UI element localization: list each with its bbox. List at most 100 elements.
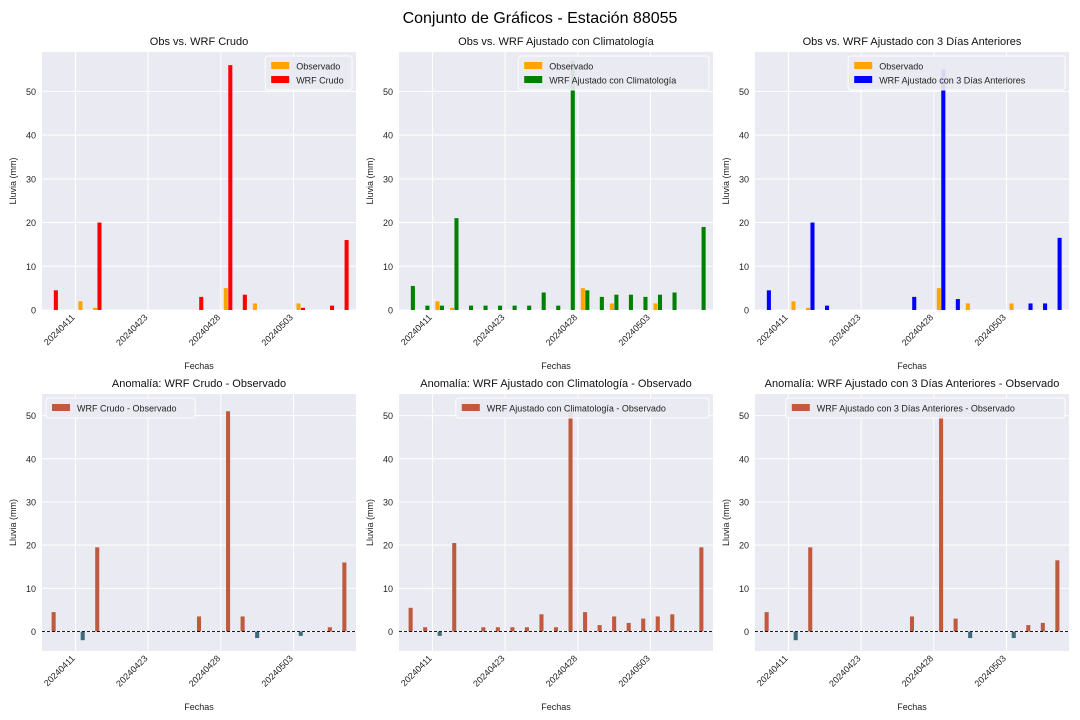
bar-wrf xyxy=(955,299,960,310)
y-tick-label: 10 xyxy=(26,262,36,272)
anomaly-bar xyxy=(255,631,260,639)
legend-label: WRF Ajustado con Climatología - Observad… xyxy=(487,404,666,414)
anomaly-bar xyxy=(327,627,332,632)
bar-wrf xyxy=(527,305,532,310)
bar-observado xyxy=(223,288,228,310)
bar-wrf xyxy=(824,305,830,310)
y-tick-label: 10 xyxy=(739,262,749,272)
chart-title: Anomalía: WRF Ajustado con 3 Días Anteri… xyxy=(765,378,1060,390)
y-tick-label: 10 xyxy=(739,584,749,594)
bar-wrf xyxy=(425,305,430,310)
anomaly-bar xyxy=(1011,631,1016,639)
anomaly-bar xyxy=(808,547,813,632)
anomaly-bar xyxy=(481,627,486,632)
legend-swatch xyxy=(791,404,810,411)
chart-panel-4: 0 10 20 30 40 50 20240411 20240423 20240428 20240… xyxy=(8,378,356,712)
anomaly-bar xyxy=(1055,560,1060,632)
x-axis-label: Fechas xyxy=(541,702,571,712)
plot-area xyxy=(42,52,356,310)
x-tick-label: 20240423 xyxy=(471,653,506,688)
x-tick-label: 20240503 xyxy=(617,653,652,688)
bar-wrf xyxy=(585,290,590,310)
y-tick-label: 40 xyxy=(26,131,36,141)
anomaly-bar xyxy=(342,562,347,632)
plot-area xyxy=(755,394,1069,651)
bar-wrf xyxy=(643,296,648,310)
legend-label: Observado xyxy=(549,62,593,72)
y-tick-label: 10 xyxy=(383,584,393,594)
x-tick-label: 20240411 xyxy=(42,312,77,347)
legend-swatch xyxy=(524,76,543,83)
x-axis-label: Fechas xyxy=(184,702,214,712)
x-tick-label: 20240411 xyxy=(399,312,434,347)
anomaly-bar xyxy=(699,547,704,632)
anomaly-bar xyxy=(793,631,798,641)
bar-wrf xyxy=(570,60,575,311)
y-axis-label: Lluvia (mm) xyxy=(721,499,731,546)
figure-suptitle: Conjunto de Gráficos - Estación 88055 xyxy=(402,10,678,27)
bar-observado xyxy=(936,288,941,310)
bar-wrf xyxy=(300,307,306,310)
bar-wrf xyxy=(1057,237,1062,310)
bar-observado xyxy=(435,301,440,310)
bar-observado xyxy=(296,303,301,310)
anomaly-bar xyxy=(670,614,675,632)
x-axis-label: Fechas xyxy=(541,361,571,371)
legend-box xyxy=(847,55,1066,91)
plot-area xyxy=(42,394,356,651)
legend: Observado WRF Ajustado con Climatología xyxy=(517,55,710,91)
bar-observado xyxy=(805,307,811,310)
y-tick-label: 20 xyxy=(26,218,36,228)
x-tick-label: 20240428 xyxy=(900,653,935,688)
x-tick-label: 20240423 xyxy=(827,653,862,688)
legend-box xyxy=(517,55,710,91)
x-tick-label: 20240423 xyxy=(114,653,149,688)
anomaly-bar xyxy=(939,415,944,632)
x-tick-label: 20240428 xyxy=(544,653,579,688)
legend-box xyxy=(45,397,196,419)
y-tick-label: 30 xyxy=(739,497,749,507)
bar-wrf xyxy=(498,305,503,310)
anomaly-bar xyxy=(953,618,958,632)
y-tick-label: 0 xyxy=(744,306,749,316)
bar-wrf xyxy=(672,292,677,310)
anomaly-bar xyxy=(226,411,231,632)
anomaly-bar xyxy=(423,627,428,632)
y-axis-label: Lluvia (mm) xyxy=(8,499,18,546)
x-tick-label: 20240411 xyxy=(399,653,434,688)
y-tick-label: 30 xyxy=(26,174,36,184)
anomaly-bar xyxy=(612,616,617,632)
bar-observado xyxy=(92,307,98,310)
y-tick-label: 30 xyxy=(739,174,749,184)
y-tick-label: 50 xyxy=(26,87,36,97)
bar-observado xyxy=(965,303,970,310)
bar-wrf xyxy=(454,218,459,310)
bar-observado xyxy=(653,303,658,310)
y-tick-label: 10 xyxy=(26,584,36,594)
x-tick-label: 20240503 xyxy=(260,312,295,347)
y-tick-label: 20 xyxy=(26,541,36,551)
legend: Observado WRF Crudo xyxy=(264,55,353,91)
anomaly-bar xyxy=(764,612,769,632)
y-tick-label: 50 xyxy=(26,411,36,421)
anomaly-bar xyxy=(568,406,573,632)
legend-swatch xyxy=(271,62,290,69)
x-axis-label: Fechas xyxy=(184,361,214,371)
y-tick-label: 0 xyxy=(744,627,749,637)
x-tick-label: 20240503 xyxy=(260,653,295,688)
anomaly-bar xyxy=(240,616,245,632)
anomaly-bar xyxy=(968,631,973,639)
bar-wrf xyxy=(199,296,204,310)
y-tick-label: 40 xyxy=(383,454,393,464)
anomaly-bar xyxy=(298,631,303,636)
bar-observado xyxy=(449,307,455,310)
anomaly-bar xyxy=(539,614,544,632)
anomaly-bar xyxy=(553,627,559,632)
bar-wrf xyxy=(439,305,444,310)
bar-wrf xyxy=(599,296,604,310)
legend-swatch xyxy=(524,62,543,69)
bar-wrf xyxy=(483,305,488,310)
chart-title: Obs vs. WRF Ajustado con 3 Días Anterior… xyxy=(803,36,1022,48)
bar-wrf xyxy=(468,305,474,310)
x-tick-label: 20240423 xyxy=(114,312,149,347)
